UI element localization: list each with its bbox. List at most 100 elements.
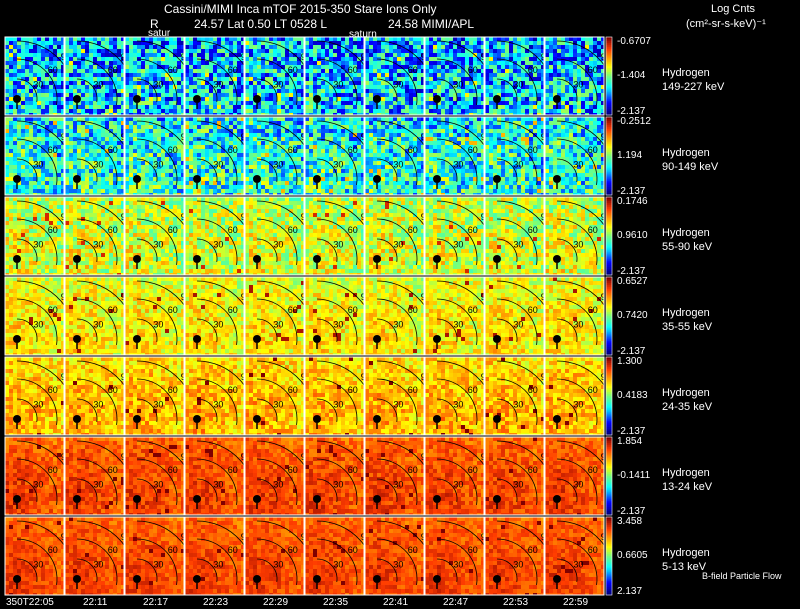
contour-label: 90 [121, 212, 131, 222]
contour-line [256, 360, 304, 386]
contour-line [256, 58, 298, 106]
contour-line [256, 458, 298, 506]
energy-row-1: 3060903060903060903060903060903060903060… [4, 36, 613, 116]
colorbar-min: -2.137 [617, 506, 645, 517]
colorbar-max: -0.2512 [617, 116, 651, 127]
contour-label: 60 [108, 305, 118, 315]
saturn-marker [73, 495, 81, 503]
panel-border [544, 116, 605, 196]
contour-line [196, 218, 238, 266]
panel-border [544, 516, 605, 596]
contour-label: 30 [393, 480, 403, 490]
colorbar-max: 1.854 [617, 436, 642, 447]
contour-label: 30 [573, 240, 583, 250]
contour-label: 90 [121, 372, 131, 382]
contour-line [436, 120, 484, 146]
panel-border [4, 516, 65, 596]
contour-label: 30 [453, 160, 463, 170]
colorbar-max: 0.1746 [617, 196, 648, 207]
contour-line [376, 158, 398, 183]
panel-tag-saturn: saturn [349, 29, 377, 40]
contour-label: 30 [513, 560, 523, 570]
contour-line [496, 478, 518, 503]
saturn-marker [433, 335, 441, 343]
saturn-marker [253, 255, 261, 263]
contour-label: 90 [121, 532, 131, 542]
contour-line [376, 78, 398, 103]
saturn-marker [313, 415, 321, 423]
contour-label: 60 [468, 465, 478, 475]
contour-line [256, 120, 304, 146]
contour-label: 60 [588, 465, 598, 475]
contour-label: 30 [513, 80, 523, 90]
saturn-marker [73, 415, 81, 423]
contour-label: 90 [421, 292, 431, 302]
saturn-marker [373, 255, 381, 263]
saturn-marker [253, 495, 261, 503]
contour-line [16, 398, 38, 423]
contour-label: 60 [228, 145, 238, 155]
contour-label: 60 [48, 145, 58, 155]
saturn-marker [313, 175, 321, 183]
contour-label: 90 [361, 212, 371, 222]
contour-line [16, 218, 58, 266]
contour-line [376, 120, 424, 146]
contour-label: 60 [108, 545, 118, 555]
contour-label: 90 [181, 452, 191, 462]
contour-label: 30 [33, 160, 43, 170]
time-label: 22:29 [263, 597, 288, 608]
panel-border [304, 36, 365, 116]
contour-label: 90 [181, 52, 191, 62]
colorbar-max: 0.6527 [617, 276, 648, 287]
contour-line [496, 200, 544, 226]
contour-line [496, 40, 544, 66]
contour-line [136, 558, 158, 583]
contour-label: 30 [453, 240, 463, 250]
contour-line [436, 440, 484, 466]
contour-line [316, 520, 364, 546]
contour-label: 60 [588, 145, 598, 155]
contour-label: 30 [33, 240, 43, 250]
contour-label: 90 [541, 52, 551, 62]
contour-line [496, 360, 544, 386]
contour-label: 60 [228, 225, 238, 235]
panel-border [484, 436, 545, 516]
contour-line [376, 538, 418, 586]
contour-label: 90 [301, 132, 311, 142]
contour-line [316, 398, 338, 423]
time-label: 22:47 [443, 597, 468, 608]
contour-line [196, 558, 218, 583]
contour-line [376, 478, 398, 503]
contour-label: 90 [181, 212, 191, 222]
contour-line [556, 558, 578, 583]
contour-label: 90 [301, 452, 311, 462]
contour-label: 90 [301, 372, 311, 382]
contour-label: 90 [241, 132, 251, 142]
saturn-marker [493, 415, 501, 423]
panel-border [364, 196, 425, 276]
panel-border [64, 116, 125, 196]
contour-line [316, 378, 358, 426]
contour-line [196, 138, 238, 186]
panel-border [304, 516, 365, 596]
time-label: 22:17 [143, 597, 168, 608]
contour-label: 60 [468, 545, 478, 555]
contour-line [496, 158, 518, 183]
contour-line [76, 78, 98, 103]
contour-line [76, 138, 118, 186]
contour-line [316, 200, 364, 226]
orbit-info-r: R [150, 17, 159, 31]
contour-label: 60 [408, 465, 418, 475]
contour-label: 30 [393, 560, 403, 570]
contour-line [556, 440, 604, 466]
